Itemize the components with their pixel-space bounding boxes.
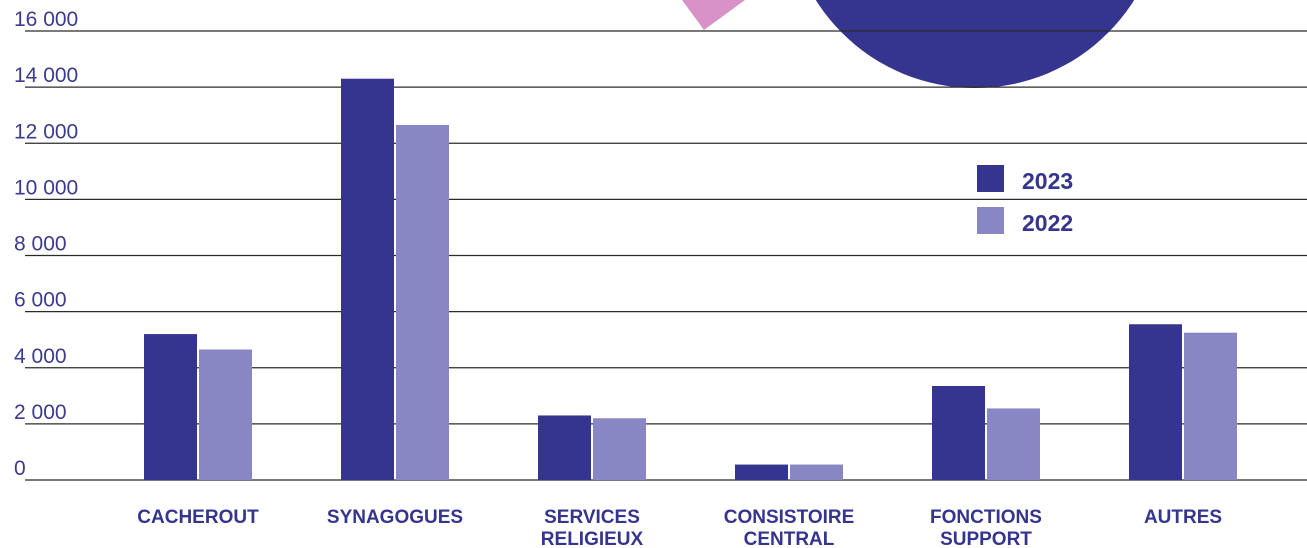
legend-label: 2022 (1022, 210, 1073, 236)
category-label: SUPPORT (940, 529, 1032, 548)
y-tick-label: 8 000 (14, 233, 67, 256)
decorative-blue-circle (815, 0, 1135, 88)
category-label: RELIGIEUX (541, 529, 644, 548)
legend-label: 2023 (1022, 168, 1073, 194)
legend-swatch-2022 (977, 207, 1004, 234)
bar-2022 (593, 418, 646, 480)
y-tick-label: 0 (14, 457, 26, 480)
y-tick-label: 2 000 (14, 401, 67, 424)
y-tick-label: 16 000 (14, 8, 78, 31)
bar-2023 (341, 78, 394, 481)
bar-2023 (538, 415, 591, 480)
legend-swatch-2023 (977, 165, 1004, 192)
category-label: AUTRES (1144, 507, 1222, 528)
bar-2022 (790, 464, 843, 480)
bar-2023 (1129, 324, 1182, 480)
bar-2023 (735, 464, 788, 480)
legend: 2023 2022 (977, 165, 1073, 236)
bar-2023 (932, 385, 985, 480)
y-tick-label: 6 000 (14, 289, 67, 312)
category-label: FONCTIONS (930, 507, 1042, 528)
category-label: CENTRAL (744, 529, 835, 548)
category-label: SYNAGOGUES (327, 507, 463, 528)
category-label: CONSISTOIRE (724, 507, 855, 528)
y-tick-label: 10 000 (14, 176, 78, 199)
bar-2022 (1184, 332, 1237, 480)
decorative-shapes (682, 0, 1135, 88)
y-tick-label: 12 000 (14, 120, 78, 143)
category-label: SERVICES (544, 507, 640, 528)
bars (144, 78, 1237, 481)
decorative-pink-triangle (682, 0, 745, 30)
y-tick-label: 4 000 (14, 345, 67, 368)
bar-2022 (396, 125, 449, 481)
bar-2022 (987, 408, 1040, 480)
y-tick-label: 14 000 (14, 64, 78, 87)
category-label: CACHEROUT (137, 507, 259, 528)
bar-2022 (199, 349, 252, 480)
bar-2023 (144, 334, 197, 480)
y-axis-tick-labels: 0 2 000 4 000 6 000 8 000 10 000 12 000 14 000 1… (14, 8, 78, 480)
